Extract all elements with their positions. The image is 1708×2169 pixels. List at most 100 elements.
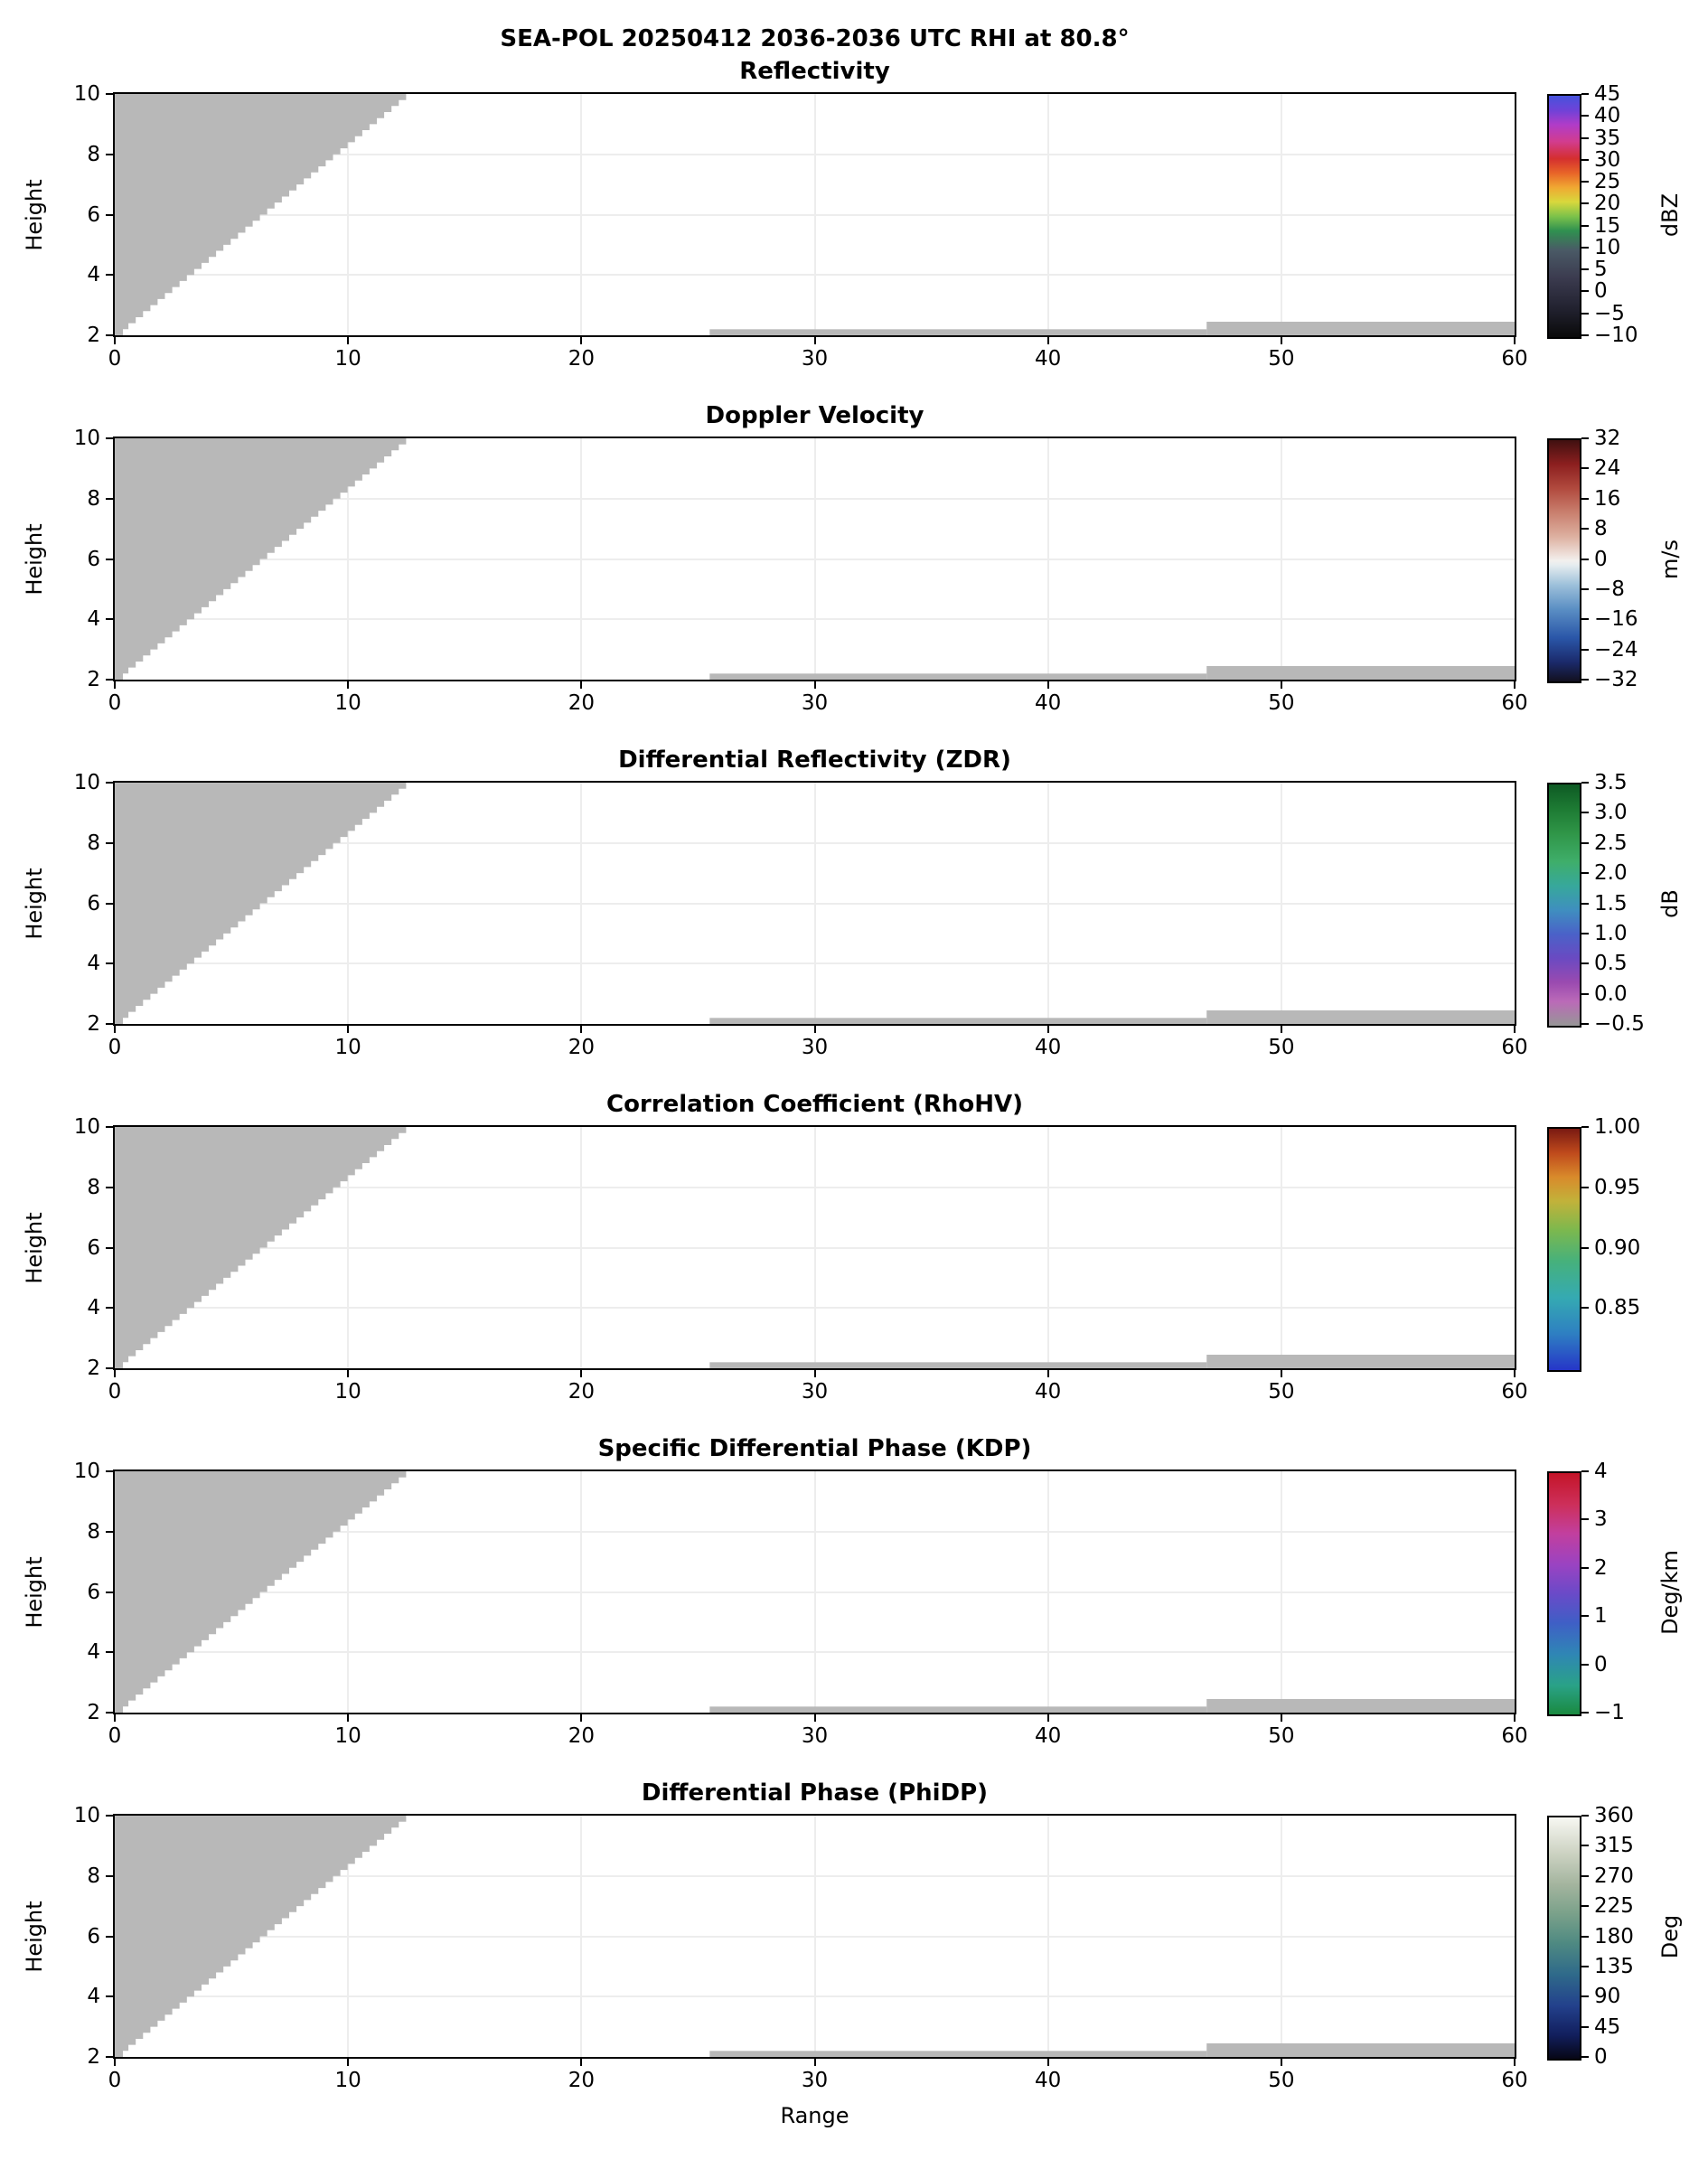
colorbar-tick-label: 0 xyxy=(1594,547,1608,571)
x-tick-label: 30 xyxy=(801,2069,829,2092)
colorbar-tick xyxy=(1581,115,1589,117)
y-tick-label: 10 xyxy=(73,82,100,106)
colorbar-tick xyxy=(1581,528,1589,531)
colorbar-tick-label: 1 xyxy=(1594,1604,1608,1629)
colorbar-unit-label: dBZ xyxy=(1657,192,1683,237)
x-tick-label: 60 xyxy=(1501,1036,1528,1059)
x-tick-label: 20 xyxy=(568,1036,595,1059)
colorbar-tick xyxy=(1581,158,1589,161)
x-tick-label: 10 xyxy=(334,1380,361,1404)
colorbar-tick-label: −32 xyxy=(1594,668,1638,691)
x-tick-label: 40 xyxy=(1035,2069,1062,2092)
gridline-horizontal xyxy=(115,497,1515,500)
y-tick-label: 4 xyxy=(87,607,100,632)
x-tick xyxy=(580,1714,583,1722)
gridline-horizontal xyxy=(115,1246,1515,1249)
colorbar-tick-label: 20 xyxy=(1594,192,1621,216)
masked-data-layer xyxy=(115,438,1515,680)
x-tick-label: 0 xyxy=(108,2069,122,2092)
x-tick-label: 50 xyxy=(1268,1724,1295,1748)
colorbar-unit-label: Deg xyxy=(1657,1914,1683,1958)
colorbar-tick xyxy=(1581,1845,1589,1847)
y-tick-label: 10 xyxy=(73,1804,100,1827)
colorbar-tick-label: −5 xyxy=(1594,301,1625,325)
colorbar-tick-label: 0.85 xyxy=(1594,1296,1641,1320)
colorbar-tick xyxy=(1581,268,1589,271)
x-tick-label: 60 xyxy=(1501,1724,1528,1748)
colorbar-tick-label: 2 xyxy=(1594,1555,1608,1580)
x-tick-label: 50 xyxy=(1268,2069,1295,2092)
y-axis-label: Height xyxy=(22,867,47,940)
y-tick-label: 2 xyxy=(87,324,100,347)
y-tick-label: 6 xyxy=(87,202,100,227)
y-tick xyxy=(106,1935,113,1938)
masked-data-layer xyxy=(115,1127,1515,1368)
y-tick xyxy=(106,1126,113,1128)
colorbar-tick xyxy=(1581,1815,1589,1817)
colorbar-tick-label: 2.5 xyxy=(1594,831,1628,855)
y-tick xyxy=(106,1712,113,1714)
colorbar-tick-label: 135 xyxy=(1594,1954,1634,1978)
colorbar-tick xyxy=(1581,1470,1589,1472)
colorbar-tick-label: 225 xyxy=(1594,1894,1634,1919)
x-tick xyxy=(347,1370,350,1377)
mask-wedge xyxy=(115,783,414,1024)
x-tick xyxy=(1046,337,1049,344)
colorbar-tick-label: 5 xyxy=(1594,258,1608,282)
colorbar-tick-label: 45 xyxy=(1594,2014,1621,2039)
colorbar-tick-label: −24 xyxy=(1594,637,1638,662)
colorbar-tick-label: 2.0 xyxy=(1594,861,1628,886)
x-tick-label: 0 xyxy=(108,691,122,715)
panel-title-zdr: Differential Reflectivity (ZDR) xyxy=(618,746,1011,774)
colorbar-tick xyxy=(1581,1874,1589,1877)
gridline-horizontal xyxy=(115,1530,1515,1533)
y-tick-label: 8 xyxy=(87,1519,100,1544)
gridline-horizontal xyxy=(115,618,1515,621)
x-tick xyxy=(1514,1714,1516,1722)
x-tick-label: 20 xyxy=(568,347,595,371)
gridline-horizontal xyxy=(115,902,1515,905)
colorbar-tick xyxy=(1581,872,1589,875)
y-tick xyxy=(106,1246,113,1249)
x-tick xyxy=(813,1370,816,1377)
y-tick-label: 8 xyxy=(87,1864,100,1888)
colorbar-tick xyxy=(1581,1995,1589,1998)
x-tick-label: 40 xyxy=(1035,1724,1062,1748)
colorbar-tick xyxy=(1581,1712,1589,1714)
x-tick xyxy=(347,1026,350,1033)
y-tick-label: 10 xyxy=(73,427,100,450)
gridline-horizontal xyxy=(115,841,1515,844)
colorbar-tick xyxy=(1581,334,1589,336)
masked-data-layer xyxy=(115,1471,1515,1713)
y-tick xyxy=(106,93,113,95)
mask-strip xyxy=(1206,1354,1515,1368)
colorbar-tick-label: 40 xyxy=(1594,104,1621,128)
colorbar-tick xyxy=(1581,497,1589,500)
colorbar-kdp xyxy=(1547,1471,1581,1716)
masked-data-layer xyxy=(115,783,1515,1024)
colorbar-tick-label: −8 xyxy=(1594,577,1625,601)
x-tick-label: 0 xyxy=(108,347,122,371)
x-tick-label: 20 xyxy=(568,1380,595,1404)
x-tick xyxy=(1280,1026,1282,1033)
x-tick-label: 10 xyxy=(334,1724,361,1748)
colorbar-tick-label: 3.5 xyxy=(1594,771,1628,794)
x-tick-label: 0 xyxy=(108,1380,122,1404)
colorbar-zdr xyxy=(1547,783,1581,1028)
x-axis-label: Range xyxy=(780,2103,849,2128)
y-tick xyxy=(106,1023,113,1025)
colorbar-tick xyxy=(1581,1615,1589,1618)
colorbar-tick xyxy=(1581,1246,1589,1249)
x-tick xyxy=(114,681,116,689)
mask-strip xyxy=(709,1362,1207,1368)
colorbar-tick xyxy=(1581,93,1589,95)
y-tick-label: 4 xyxy=(87,1985,100,2009)
mask-strip xyxy=(709,329,1207,335)
x-tick-label: 20 xyxy=(568,2069,595,2092)
colorbar-tick-label: 0 xyxy=(1594,279,1608,304)
colorbar-tick xyxy=(1581,1663,1589,1666)
x-tick-label: 40 xyxy=(1035,1380,1062,1404)
y-tick xyxy=(106,1815,113,1817)
colorbar-tick xyxy=(1581,181,1589,183)
colorbar-unit-label: Deg/km xyxy=(1657,1549,1683,1635)
